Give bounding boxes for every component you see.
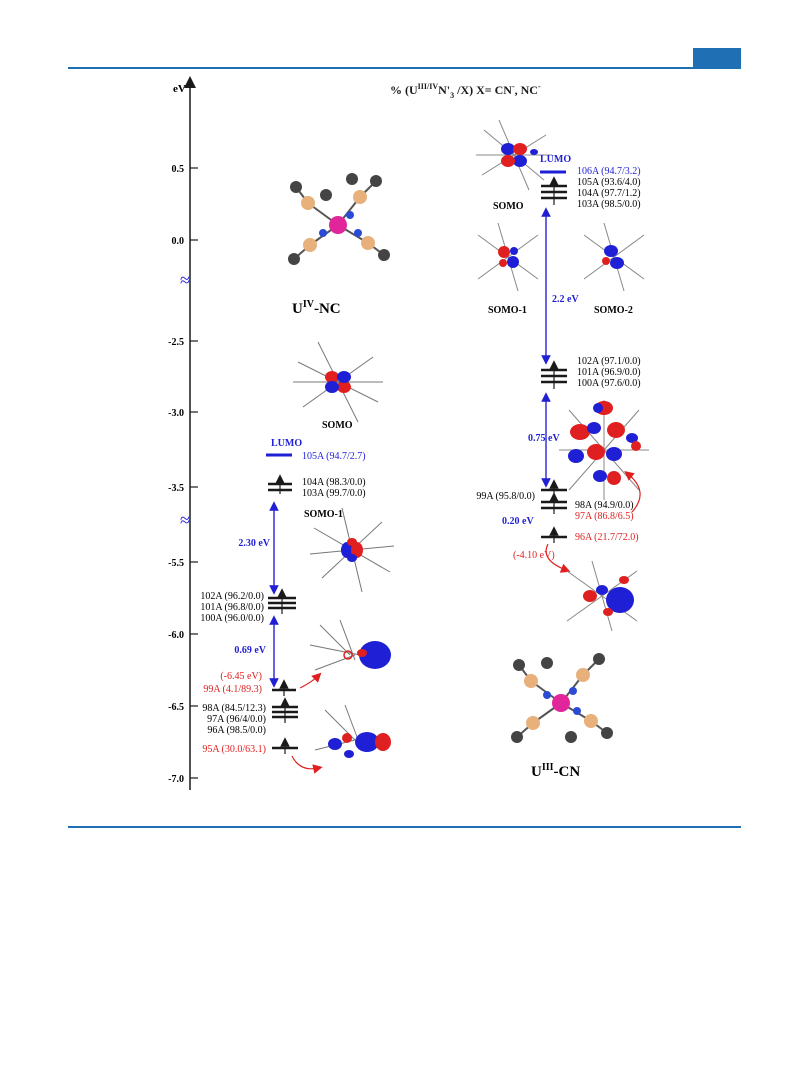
axis-tick-label: -6.5 — [168, 702, 184, 713]
energy-axis: eV 0.50.0-2.5-3.0-3.5-5.5-6.0-6.5-7.0 ≈ … — [168, 76, 198, 790]
left-level-100A-label: 100A (96.0/0.0) — [200, 613, 264, 624]
axis-label: eV — [173, 83, 186, 95]
axis-tick-label: 0.5 — [172, 164, 185, 175]
left-level-96A-label: 96A (98.5/0.0) — [207, 725, 266, 736]
left-level-101A-label: 101A (96.8/0.0) — [200, 602, 264, 613]
left-lumo-label: LUMO — [271, 438, 302, 449]
left-low-orbital — [314, 704, 391, 758]
right-compound-label: UIII-CN — [531, 762, 580, 780]
left-somo-orbital — [293, 341, 383, 423]
header-rule — [68, 67, 741, 69]
right-panel: SOMO SOMO-1 SOMO-2 LUMO 106A (94.7/3.2) — [476, 119, 649, 780]
right-level-104A-label: 104A (97.7/1.2) — [577, 188, 641, 199]
right-level-103A-label: 103A (98.5/0.0) — [577, 199, 641, 210]
right-level-99A-label: 99A (95.8/0.0) — [476, 491, 535, 502]
left-gap-2: 0.69 eV — [234, 645, 266, 656]
right-lumo-value: 106A (94.7/3.2) — [577, 166, 641, 177]
left-compound-label: UIV-NC — [292, 299, 341, 317]
right-somo2-orbital — [583, 222, 645, 292]
right-somo2-label: SOMO-2 — [594, 305, 633, 316]
left-lumo-value: 105A (94.7/2.7) — [302, 451, 366, 462]
left-level-97A-label: 97A (96/4/0.0) — [207, 714, 266, 725]
right-level-101A-label: 101A (96.9/0.0) — [577, 367, 641, 378]
right-level-97A-label: 97A (86.8/6.5) — [575, 511, 634, 522]
right-level-96A-label: 96A (21.7/72.0) — [575, 532, 639, 543]
right-gap-1: 2.2 eV — [552, 294, 579, 305]
left-gap-1: 2.30 eV — [238, 538, 270, 549]
right-level-100A-label: 100A (97.6/0.0) — [577, 378, 641, 389]
right-cn-orbital — [566, 560, 638, 632]
axis-tick-label: -2.5 — [168, 337, 184, 348]
footer-rule — [68, 826, 741, 828]
left-level-104A-label: 104A (98.3/0.0) — [302, 477, 366, 488]
axis-tick-label: 0.0 — [172, 236, 185, 247]
right-somo-label: SOMO — [493, 201, 524, 212]
right-somo1-orbital — [477, 222, 539, 292]
left-cn-orbital — [309, 619, 391, 671]
right-somo-orbital — [476, 119, 552, 191]
axis-break-upper: ≈ — [180, 270, 190, 290]
left-somo1-orbital — [309, 507, 395, 593]
axis-tick-label: -6.0 — [168, 630, 184, 641]
left-somo-label: SOMO — [322, 420, 353, 431]
right-level-105A-label: 105A (93.6/4.0) — [577, 177, 641, 188]
left-level-103A-label: 103A (99.7/0.0) — [302, 488, 366, 499]
left-molecule-structure — [288, 173, 390, 265]
axis-tick-label: -5.5 — [168, 558, 184, 569]
left-somo1-label: SOMO-1 — [304, 509, 343, 520]
left-somo-energy: (-6.45 eV) — [220, 671, 262, 682]
right-gap-2: 0.75 eV — [528, 433, 560, 444]
left-level-98A-label: 98A (84.5/12.3) — [202, 703, 266, 714]
left-level-99A-label: 99A (4.1/89.3) — [203, 684, 262, 695]
right-somo1-label: SOMO-1 — [488, 305, 527, 316]
right-molecule-structure — [511, 653, 613, 743]
right-gap-3: 0.20 eV — [502, 516, 534, 527]
right-level-98A-label: 98A (94.9/0.0) — [575, 500, 634, 511]
left-panel: UIV-NC SOMO LUMO 105A (94.7/2.7) 104A (9… — [200, 173, 395, 774]
header-tab — [693, 48, 741, 68]
right-lumo-label: LUMO — [540, 154, 571, 165]
figure-title: % (UIII/IVN'3 /X) X= CN-, NC- — [390, 82, 541, 100]
left-level-95A-label: 95A (30.0/63.1) — [202, 744, 266, 755]
axis-tick-label: -7.0 — [168, 774, 184, 785]
right-level-96A-energy: (-4.10 eV) — [513, 550, 555, 561]
left-level-102A-label: 102A (96.2/0.0) — [200, 591, 264, 602]
right-level-102A-label: 102A (97.1/0.0) — [577, 356, 641, 367]
axis-tick-label: -3.5 — [168, 483, 184, 494]
right-delocalized-orbital — [559, 400, 649, 500]
axis-tick-label: -3.0 — [168, 408, 184, 419]
axis-break-lower: ≈ — [180, 510, 190, 530]
